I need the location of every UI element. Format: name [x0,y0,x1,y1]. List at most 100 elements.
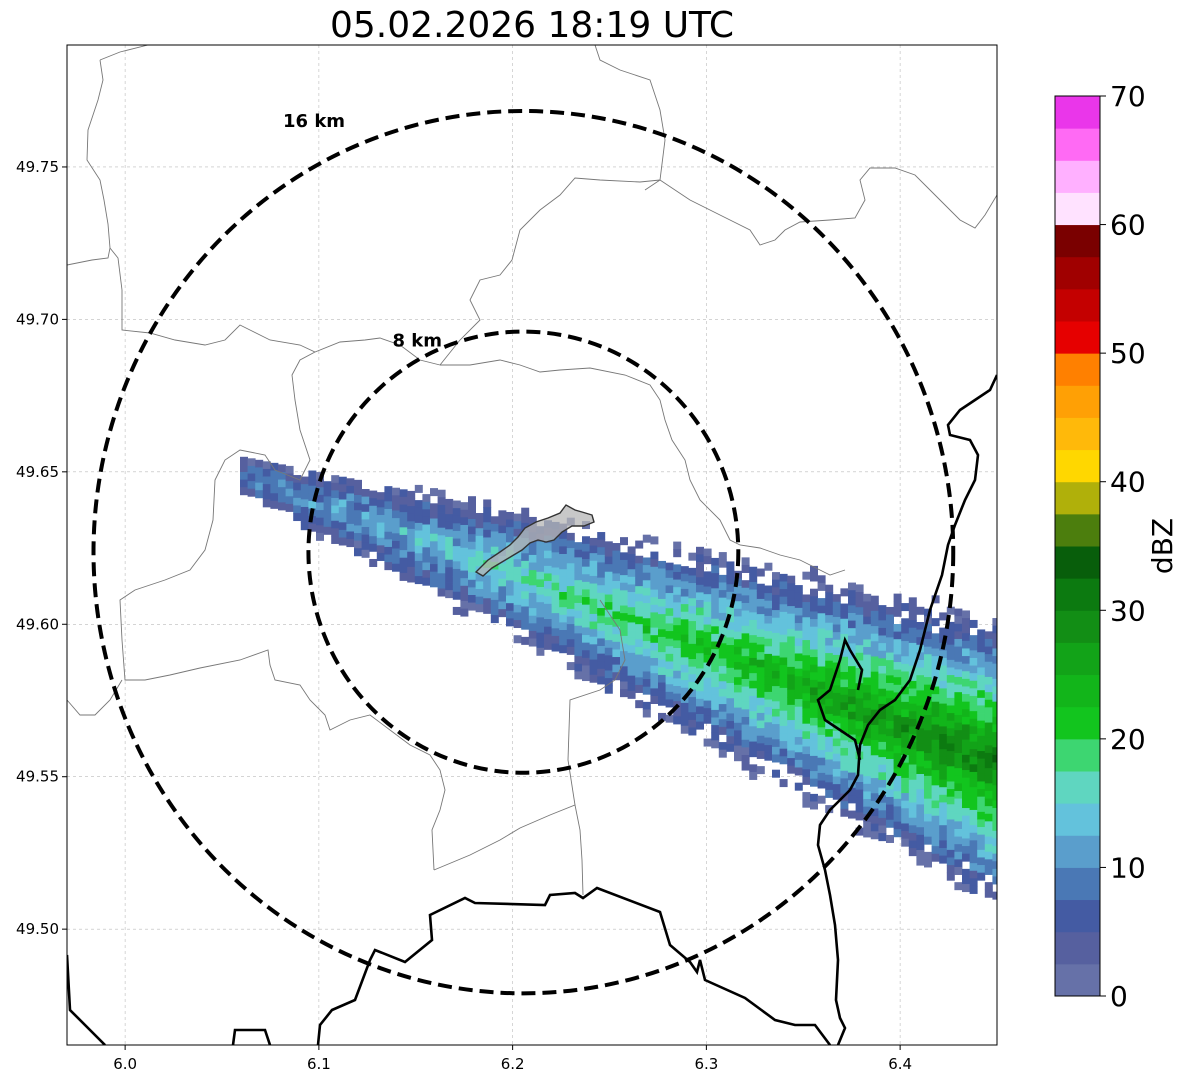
radar-pixel [992,861,997,870]
radar-pixel [878,833,887,842]
radar-pixel [521,515,530,524]
radar-pixel [984,737,993,746]
radar-pixel [946,697,955,706]
colorbar-segment [1055,546,1100,579]
radar-pixel [840,702,849,711]
radar-pixel [650,612,659,621]
y-tick-label: 49.75 [16,158,59,176]
radar-pixel [870,778,879,787]
radar-pixel [817,719,826,728]
radar-pixel [756,591,765,600]
radar-pixel [977,842,986,851]
radar-pixel [848,696,856,705]
radar-pixel [840,778,849,787]
radar-pixel [270,462,279,471]
radar-pixel [490,569,499,578]
radar-pixel [870,694,879,703]
radar-pixel [855,706,864,715]
radar-pixel [642,686,651,695]
radar-pixel [597,608,606,617]
radar-pixel [870,679,879,688]
radar-pixel [658,598,666,607]
radar-pixel [544,626,552,635]
radar-pixel [399,504,408,513]
radar-pixel [954,638,963,647]
radar-pixel [452,591,461,600]
radar-pixel [703,738,712,747]
radar-pixel [779,733,788,742]
radar-pixel [870,831,879,840]
radar-pixel [506,603,514,612]
radar-pixel [475,589,484,598]
radar-pixel [513,597,522,606]
radar-pixel [620,537,628,546]
radar-pixel [764,684,773,693]
radar-pixel [574,572,583,581]
radar-pixel [642,625,651,634]
radar-pixel [726,591,735,600]
radar-pixel [901,709,910,718]
radar-pixel [437,497,446,506]
radar-pixel [422,494,431,503]
radar-pixel [954,844,963,853]
radar-pixel [437,558,446,567]
radar-pixel [718,711,727,720]
radar-pixel [521,636,530,645]
radar-pixel [848,787,856,796]
radar-pixel [855,804,864,813]
radar-pixel [635,616,644,625]
radar-pixel [893,631,902,640]
radar-pixel [984,638,993,647]
radar-pixel [711,732,720,741]
radar-pixel [414,530,423,539]
radar-pixel [984,646,993,655]
radar-pixel [977,872,986,881]
radar-pixel [384,562,393,571]
radar-pixel [536,624,545,633]
radar-pixel [650,695,659,704]
radar-pixel [468,549,476,558]
radar-pixel [262,499,271,508]
radar-pixel [468,564,476,573]
radar-pixel [741,564,750,573]
radar-pixel [954,745,963,754]
radar-pixel [407,559,416,568]
radar-pixel [483,507,492,516]
radar-pixel [984,730,993,739]
radar-pixel [741,618,750,627]
radar-pixel [703,639,712,648]
radar-pixel [460,540,469,549]
radar-pixel [901,762,910,771]
radar-pixel [673,617,682,626]
radar-pixel [772,701,780,710]
radar-pixel [977,682,986,691]
radar-pixel [977,819,986,828]
radar-pixel [612,619,621,628]
radar-pixel [939,749,948,758]
radar-pixel [604,586,613,595]
radar-pixel [658,690,666,699]
radar-pixel [962,876,970,885]
radar-pixel [946,811,955,820]
radar-pixel [969,771,978,780]
radar-pixel [825,774,834,783]
radar-pixel [840,801,849,810]
radar-pixel [794,729,803,738]
radar-pixel [878,605,887,614]
radar-pixel [969,619,978,628]
radar-pixel [726,721,735,730]
radar-pixel [962,868,970,877]
radar-pixel [840,618,849,627]
radar-pixel [726,576,735,585]
radar-pixel [931,716,940,725]
radar-pixel [414,545,423,554]
radar-pixel [285,503,294,512]
radar-pixel [908,741,917,750]
radar-pixel [870,732,879,741]
radar-pixel [931,640,940,649]
radar-pixel [908,787,917,796]
radar-pixel [589,591,598,600]
radar-pixel [726,652,735,661]
radar-pixel [946,652,955,661]
radar-pixel [696,615,704,624]
